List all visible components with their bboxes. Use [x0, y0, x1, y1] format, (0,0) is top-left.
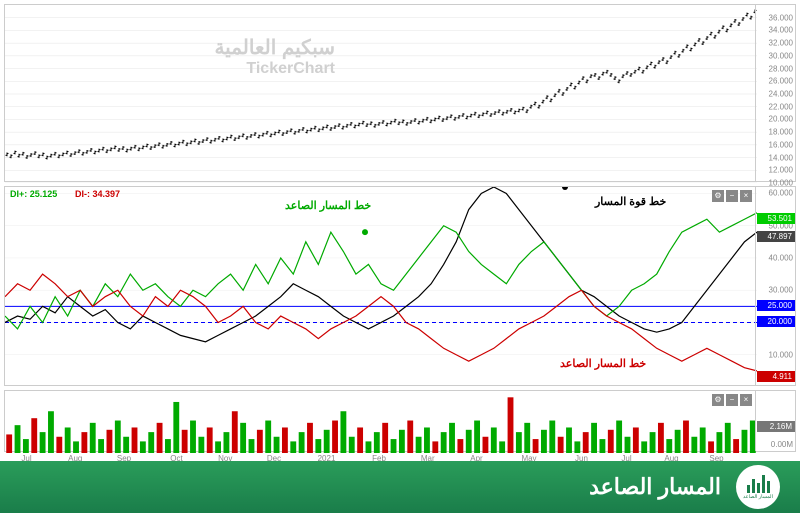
volume-current-value: 2.16M: [757, 421, 795, 432]
indicator-chart-area[interactable]: DI+: 25.125 DI-: 34.397 ⚙ − × خط المسار …: [5, 187, 755, 385]
y-tick-label: 20.000: [769, 115, 793, 124]
y-tick-label: 32.000: [769, 39, 793, 48]
y-tick-label: 16.000: [769, 140, 793, 149]
price-y-axis: 10.00012.00014.00016.00018.00020.00022.0…: [755, 5, 795, 181]
chart-annotation: خط المسار الصاعد: [285, 199, 371, 212]
current-value-label: 53.501: [757, 213, 795, 224]
volume-chart-panel: ⚙ − × 2.16M 0.00M: [4, 390, 796, 452]
y-tick-label: 30.000: [769, 286, 793, 295]
footer-title: المسار الصاعد: [589, 474, 721, 500]
indicator-chart-panel: DI+: 25.125 DI-: 34.397 ⚙ − × خط المسار …: [4, 186, 796, 386]
minimize-icon[interactable]: −: [726, 190, 738, 202]
y-tick-label: 40.000: [769, 253, 793, 262]
current-value-label: 47.897: [757, 231, 795, 242]
price-chart-panel: سبكيم العالمية TickerChart 10.00012.0001…: [4, 4, 796, 182]
volume-controls: ⚙ − ×: [712, 394, 752, 406]
price-candlestick-svg: [5, 5, 757, 183]
y-tick-label: 18.000: [769, 128, 793, 137]
chart-annotation: خط قوة المسار: [595, 195, 666, 208]
y-tick-label: 10.000: [769, 350, 793, 359]
chart-annotation: خط المسار الصاعد: [560, 357, 646, 370]
reference-line-label: 25.000: [757, 300, 795, 311]
price-chart-area[interactable]: سبكيم العالمية TickerChart: [5, 5, 755, 181]
di-minus-label: DI-: 34.397: [75, 189, 120, 199]
y-tick-label: 14.000: [769, 153, 793, 162]
close-icon[interactable]: ×: [740, 394, 752, 406]
y-tick-label: 34.000: [769, 26, 793, 35]
settings-icon[interactable]: ⚙: [712, 190, 724, 202]
y-tick-label: 30.000: [769, 51, 793, 60]
di-plus-label: DI+: 25.125: [10, 189, 57, 199]
close-icon[interactable]: ×: [740, 190, 752, 202]
volume-chart-area[interactable]: ⚙ − ×: [5, 391, 755, 451]
indicator-y-axis: 10.00020.00030.00040.00050.00060.00025.0…: [755, 187, 795, 385]
y-tick-label: 22.000: [769, 102, 793, 111]
volume-y-axis: 2.16M 0.00M: [755, 391, 795, 451]
footer-banner: المسار الصاعد المسار الصاعد: [0, 461, 800, 513]
indicator-controls: ⚙ − ×: [712, 190, 752, 202]
brand-logo: المسار الصاعد: [736, 465, 780, 509]
volume-zero-label: 0.00M: [771, 440, 793, 449]
y-tick-label: 36.000: [769, 13, 793, 22]
y-tick-label: 24.000: [769, 90, 793, 99]
y-tick-label: 60.000: [769, 189, 793, 198]
volume-bars-svg: [5, 391, 757, 453]
y-tick-label: 12.000: [769, 166, 793, 175]
y-tick-label: 26.000: [769, 77, 793, 86]
current-value-label: 4.911: [757, 371, 795, 382]
minimize-icon[interactable]: −: [726, 394, 738, 406]
settings-icon[interactable]: ⚙: [712, 394, 724, 406]
y-tick-label: 28.000: [769, 64, 793, 73]
reference-line-label: 20.000: [757, 316, 795, 327]
